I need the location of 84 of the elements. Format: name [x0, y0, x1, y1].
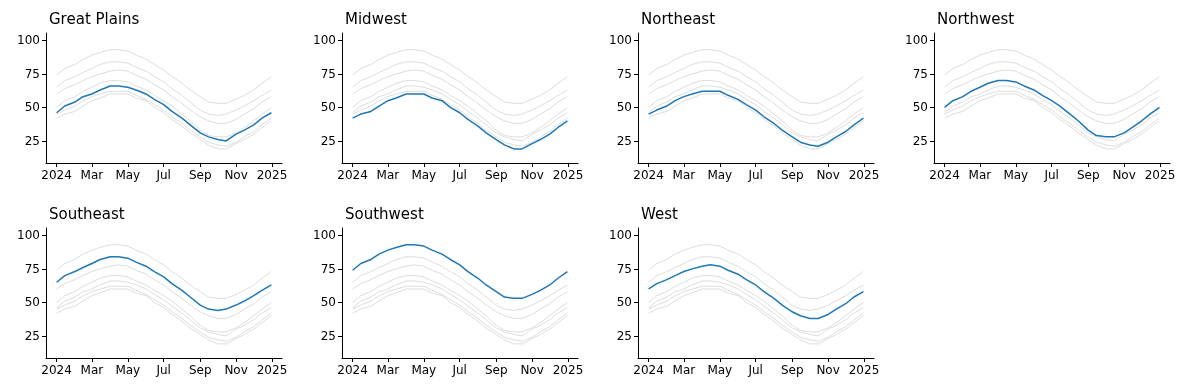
chart-title: Northeast [641, 9, 716, 28]
y-tick-label: 25 [24, 133, 40, 148]
y-tick-label: 100 [609, 33, 632, 48]
y-tick-label: 100 [17, 33, 40, 48]
chart-title: Southeast [49, 204, 125, 223]
x-tick-label: Mar [672, 363, 696, 377]
x-tick-label: Jul [747, 168, 763, 182]
x-tick-label: Sep [484, 363, 508, 377]
x-tick-label: 2024 [41, 168, 72, 182]
x-tick-label: 2025 [552, 168, 584, 182]
x-tick-label: May [1003, 168, 1029, 182]
x-tick-label: 2024 [337, 363, 368, 377]
y-tick-label: 50 [320, 100, 336, 115]
y-tick-label: 50 [24, 100, 40, 115]
y-tick-label: 100 [609, 228, 632, 243]
x-tick-label: 2024 [633, 363, 664, 377]
y-tick-label: 75 [24, 261, 40, 276]
y-tick-label: 50 [24, 295, 40, 310]
x-tick-label: Nov [1112, 168, 1136, 182]
x-tick-label: 2025 [1144, 168, 1176, 182]
x-tick-label: Nov [224, 363, 248, 377]
x-tick-label: 2024 [633, 168, 664, 182]
x-tick-label: Jul [747, 363, 763, 377]
x-tick-label: Mar [968, 168, 992, 182]
y-tick-label: 50 [320, 295, 336, 310]
x-tick-label: Mar [80, 363, 104, 377]
x-tick-label: Mar [672, 168, 696, 182]
x-tick-label: Jul [155, 363, 171, 377]
x-tick-label: May [707, 168, 733, 182]
x-tick-label: May [411, 363, 437, 377]
x-tick-label: May [115, 363, 141, 377]
x-tick-label: 2025 [552, 363, 584, 377]
x-tick-label: Sep [780, 168, 804, 182]
y-tick-label: 75 [320, 261, 336, 276]
y-tick-label: 75 [616, 66, 632, 81]
y-tick-label: 25 [912, 133, 928, 148]
y-tick-label: 100 [17, 228, 40, 243]
x-tick-label: Nov [520, 363, 544, 377]
y-tick-label: 50 [912, 100, 928, 115]
x-tick-label: Sep [780, 363, 804, 377]
y-tick-label: 100 [313, 33, 336, 48]
chart-title: Great Plains [49, 9, 140, 28]
x-tick-label: Jul [155, 168, 171, 182]
y-tick-label: 25 [616, 133, 632, 148]
y-tick-label: 75 [912, 66, 928, 81]
y-tick-label: 75 [320, 66, 336, 81]
y-tick-label: 100 [313, 228, 336, 243]
y-tick-label: 100 [905, 33, 928, 48]
x-tick-label: 2025 [256, 168, 288, 182]
y-tick-label: 25 [320, 328, 336, 343]
x-tick-label: Nov [816, 168, 840, 182]
chart-title: Northwest [937, 9, 1015, 28]
x-tick-label: 2025 [848, 363, 880, 377]
x-tick-label: Nov [224, 168, 248, 182]
x-tick-label: 2025 [848, 168, 880, 182]
x-tick-label: Jul [1043, 168, 1059, 182]
x-tick-label: Nov [816, 363, 840, 377]
x-tick-label: Mar [376, 168, 400, 182]
chart-title: Southwest [345, 204, 424, 223]
x-tick-label: Mar [80, 168, 104, 182]
x-tick-label: Nov [520, 168, 544, 182]
x-tick-label: Jul [451, 168, 467, 182]
x-tick-label: May [411, 168, 437, 182]
y-tick-label: 25 [24, 328, 40, 343]
y-tick-label: 25 [616, 328, 632, 343]
x-tick-label: Sep [188, 363, 212, 377]
x-tick-label: May [707, 363, 733, 377]
x-tick-label: Sep [1076, 168, 1100, 182]
y-tick-label: 50 [616, 100, 632, 115]
chart-title: West [641, 204, 678, 223]
x-tick-label: Sep [188, 168, 212, 182]
x-tick-label: 2024 [337, 168, 368, 182]
x-tick-label: Jul [451, 363, 467, 377]
x-tick-label: 2024 [41, 363, 72, 377]
x-tick-label: Mar [376, 363, 400, 377]
y-tick-label: 75 [616, 261, 632, 276]
x-tick-label: 2025 [256, 363, 288, 377]
x-tick-label: Sep [484, 168, 508, 182]
y-tick-label: 50 [616, 295, 632, 310]
y-tick-label: 75 [24, 66, 40, 81]
x-tick-label: 2024 [929, 168, 960, 182]
chart-title: Midwest [345, 9, 407, 28]
y-tick-label: 25 [320, 133, 336, 148]
x-tick-label: May [115, 168, 141, 182]
